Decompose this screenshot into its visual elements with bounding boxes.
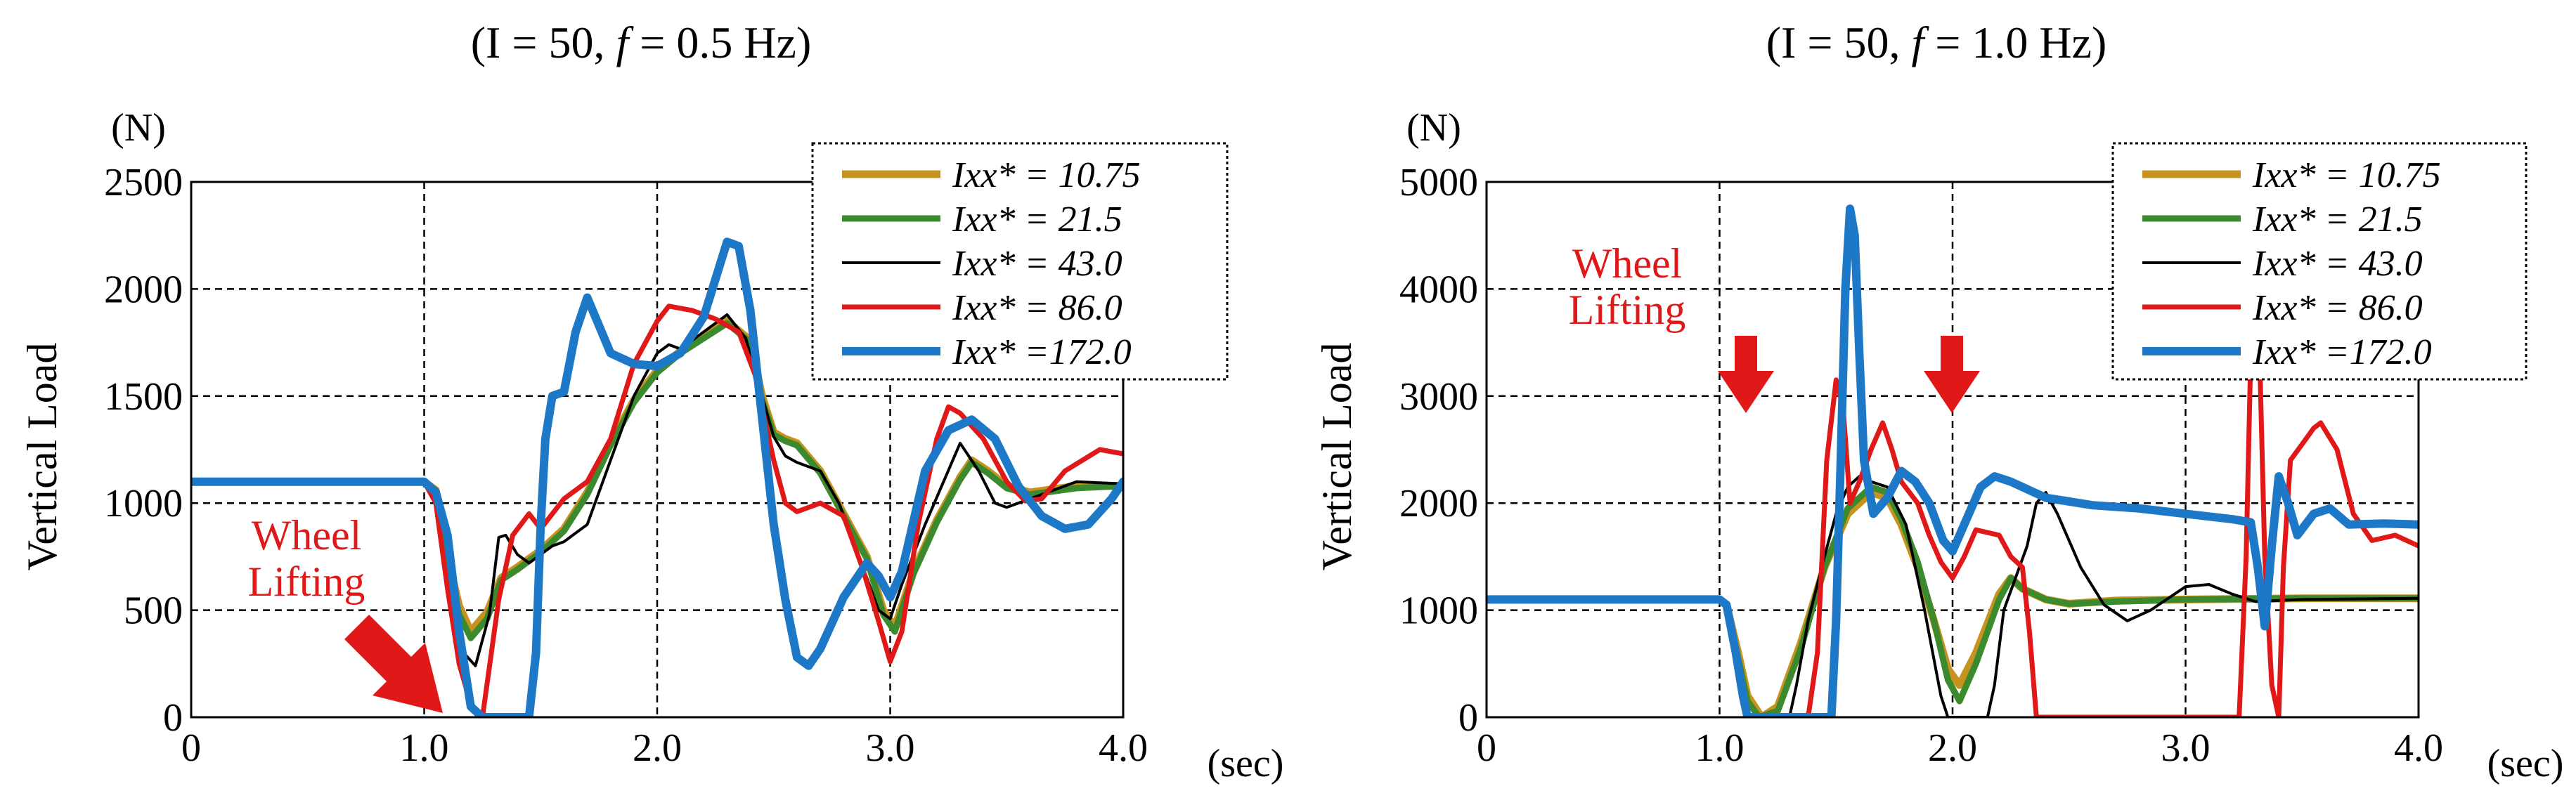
y-tick-label: 1000 (104, 482, 183, 525)
legend-label: Ixx* = 86.0 (2252, 288, 2423, 328)
chart-title: (I = 50, f = 0.5 Hz) (471, 18, 812, 67)
plot-frame (1485, 181, 2420, 719)
legend-label: Ixx* = 10.75 (2252, 155, 2441, 195)
chart-panel-left: (I = 50, f = 0.5 Hz) (N) Vertical Load (… (19, 18, 1283, 785)
series-line (191, 313, 1123, 667)
y-tick-label: 1000 (1399, 589, 1478, 633)
series-layer (1487, 182, 2419, 717)
series-line (1487, 475, 2419, 717)
legend-label: Ixx* = 43.0 (952, 244, 1122, 284)
legend: Ixx* = 10.75 Ixx* = 21.5 Ixx* = 43.0 Ixx… (811, 142, 1229, 381)
x-tick-label: 0 (1477, 726, 1496, 770)
legend-label: Ixx* =172.0 (952, 332, 1132, 372)
legend-item: Ixx* = 10.75 (2142, 155, 2441, 195)
chart-panel-right: (I = 50, f = 1.0 Hz) (N) Vertical Load (… (1314, 18, 2563, 785)
legend-item: Ixx* = 21.5 (2142, 200, 2423, 240)
legend-item: Ixx* = 86.0 (842, 288, 1122, 328)
legend-item: Ixx* = 10.75 (842, 155, 1141, 195)
y-axis-label: Vertical Load (1314, 343, 1360, 571)
x-tick-labels: 0 1.0 2.0 3.0 4.0 (181, 726, 1148, 770)
x-tick-label: 3.0 (866, 726, 915, 770)
x-tick-label: 3.0 (2161, 726, 2211, 770)
series-line (191, 237, 1123, 717)
annotation-line-1: Wheel (252, 512, 362, 558)
legend-item: Ixx* = 86.0 (2142, 288, 2423, 328)
x-tick-label: 2.0 (1928, 726, 1977, 770)
wheel-lifting-annotation: Wheel Lifting (1569, 240, 1980, 413)
legend-item: Ixx* = 43.0 (2142, 244, 2423, 284)
x-tick-label: 2.0 (633, 726, 682, 770)
x-tick-label: 0 (181, 726, 201, 770)
wheel-lifting-annotation: Wheel Lifting (248, 512, 443, 713)
y-tick-label: 2000 (104, 268, 183, 311)
series-layer (191, 237, 1123, 717)
legend-label: Ixx* =172.0 (2252, 332, 2432, 372)
chart-title: (I = 50, f = 1.0 Hz) (1766, 18, 2107, 67)
y-tick-labels: 0 500 1000 1500 2000 2500 (104, 161, 183, 740)
legend-label: Ixx* = 21.5 (2252, 200, 2423, 240)
y-tick-label: 0 (163, 696, 183, 740)
legend-label: Ixx* = 21.5 (952, 200, 1122, 240)
y-tick-label: 4000 (1399, 268, 1478, 311)
series-line (1487, 204, 2419, 717)
red-arrow-down-icon (1924, 336, 1980, 413)
legend-label: Ixx* = 10.75 (952, 155, 1141, 195)
red-arrow-icon (344, 615, 443, 713)
red-arrow-down-icon (1718, 336, 1774, 413)
plot-frame (190, 181, 1125, 719)
y-tick-label: 0 (1458, 696, 1478, 740)
legend-item: Ixx* = 43.0 (842, 244, 1122, 284)
series-line (1487, 182, 2419, 717)
legend-item: Ixx* =172.0 (842, 332, 1132, 372)
y-tick-label: 5000 (1399, 161, 1478, 204)
x-tick-labels: 0 1.0 2.0 3.0 4.0 (1477, 726, 2443, 770)
series-line (1487, 483, 2419, 717)
y-tick-labels: 0 1000 2000 3000 4000 5000 (1399, 161, 1478, 740)
annotation-line-1: Wheel (1572, 240, 1683, 287)
x-axis-unit: (sec) (2487, 742, 2564, 785)
y-unit-label: (N) (1406, 106, 1461, 150)
x-tick-label: 4.0 (2394, 726, 2443, 770)
y-tick-label: 2500 (104, 161, 183, 204)
y-tick-label: 1500 (104, 375, 183, 419)
x-tick-label: 4.0 (1099, 726, 1148, 770)
y-axis-label: Vertical Load (19, 343, 65, 571)
x-axis-unit: (sec) (1208, 742, 1284, 785)
x-tick-label: 1.0 (400, 726, 449, 770)
x-tick-label: 1.0 (1695, 726, 1745, 770)
y-tick-label: 2000 (1399, 482, 1478, 525)
y-tick-label: 500 (124, 589, 183, 633)
legend-label: Ixx* = 86.0 (952, 288, 1122, 328)
y-tick-label: 3000 (1399, 375, 1478, 419)
legend-item: Ixx* = 21.5 (842, 200, 1122, 240)
legend-item: Ixx* =172.0 (2142, 332, 2432, 372)
annotation-line-2: Lifting (1569, 287, 1686, 333)
annotation-line-2: Lifting (248, 558, 365, 605)
legend-label: Ixx* = 43.0 (2252, 244, 2423, 284)
y-unit-label: (N) (111, 106, 166, 150)
legend: Ixx* = 10.75 Ixx* = 21.5 Ixx* = 43.0 Ixx… (2111, 142, 2528, 381)
